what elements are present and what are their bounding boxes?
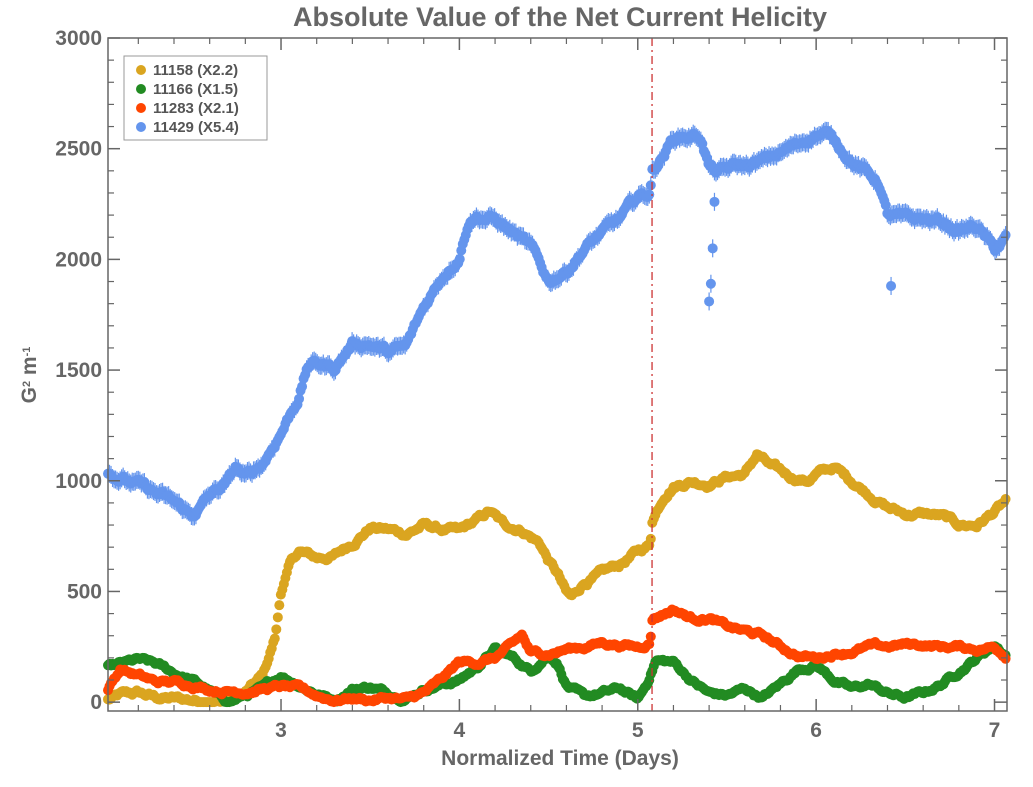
- y-axis-label-exp2: -1: [21, 347, 33, 357]
- data-point: [274, 600, 285, 611]
- y-tick-label: 1500: [55, 359, 102, 382]
- data-point: [644, 639, 655, 650]
- outlier-point: [704, 296, 715, 307]
- chart-title: Absolute Value of the Net Current Helici…: [293, 2, 827, 32]
- legend: 11158 (X2.2) 11166 (X1.5) 11283 (X2.1) 1…: [123, 55, 268, 141]
- legend-marker-11166: [136, 84, 146, 94]
- legend-marker-11158: [136, 65, 146, 75]
- x-tick-label: 6: [810, 719, 822, 742]
- legend-label-11166: 11166 (X1.5): [153, 81, 238, 98]
- x-tick-label: 5: [632, 719, 644, 742]
- data-point: [297, 381, 308, 392]
- legend-box: [123, 55, 268, 141]
- y-tick-label: 3000: [55, 27, 102, 50]
- y-tick-label: 2000: [55, 248, 102, 271]
- data-point: [645, 180, 656, 191]
- y-tick-label: 1000: [55, 470, 102, 493]
- data-point: [294, 393, 305, 404]
- y-tick-label: 500: [67, 580, 102, 603]
- x-tick-label: 3: [275, 719, 287, 742]
- outlier-point: [886, 280, 897, 291]
- axes-layer: 0 500 1000 1500 2000 2500 3000 3 4 5 6 7: [55, 27, 1008, 742]
- legend-label-11429: 11429 (X5.4): [153, 119, 239, 136]
- y-axis-label-base: G: [18, 387, 41, 403]
- outlier-point: [709, 196, 720, 207]
- data-point: [271, 624, 282, 635]
- y-axis-label-exp1: 2: [21, 381, 33, 387]
- outlier-point: [707, 243, 718, 254]
- y-tick-label: 0: [90, 691, 102, 714]
- outlier-point: [705, 278, 716, 289]
- x-axis-label: Normalized Time (Days): [441, 747, 679, 770]
- legend-marker-11283: [136, 103, 146, 113]
- x-tick-label: 7: [989, 719, 1001, 742]
- data-point: [1000, 230, 1011, 241]
- legend-marker-11429: [136, 122, 146, 132]
- legend-label-11283: 11283 (X2.1): [153, 100, 239, 117]
- y-axis-label: G2 m-1: [18, 347, 41, 404]
- series-layer: [103, 121, 1011, 708]
- x-tick-label: 4: [454, 719, 466, 742]
- y-axis-label-unit: m: [18, 356, 41, 381]
- data-point: [645, 533, 656, 544]
- data-point: [454, 254, 465, 265]
- data-point: [272, 612, 283, 623]
- data-point: [644, 189, 655, 200]
- data-point: [645, 631, 656, 642]
- legend-label-11158: 11158 (X2.2): [153, 62, 238, 79]
- series-11283: [103, 604, 1011, 708]
- data-point: [1000, 493, 1011, 504]
- y-tick-label: 2500: [55, 138, 102, 161]
- series-11429: [103, 121, 1011, 526]
- data-point: [1000, 653, 1011, 664]
- data-point: [269, 633, 280, 644]
- plot-frame: [107, 37, 1008, 712]
